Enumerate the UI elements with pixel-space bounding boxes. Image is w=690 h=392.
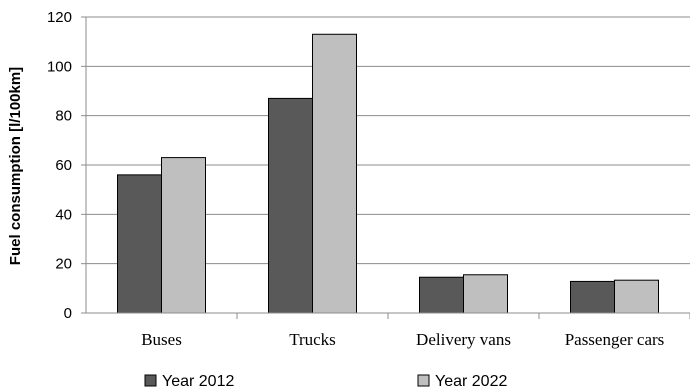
y-tick-label: 0 xyxy=(64,305,72,322)
x-category-label: Delivery vans xyxy=(416,330,511,349)
y-tick-label: 100 xyxy=(47,58,72,75)
y-tick-label: 40 xyxy=(55,206,72,223)
legend-swatch xyxy=(144,374,157,387)
y-axis-label: Fuel consumption [l/100km] xyxy=(7,67,24,265)
bar-delivery-vans-series-2 xyxy=(463,274,508,314)
bar-passenger-cars-series-2 xyxy=(614,279,659,314)
legend-label: Year 2022 xyxy=(435,373,507,390)
legend: Year 2012 Year 2022 xyxy=(144,373,507,390)
bars xyxy=(117,33,659,314)
category-labels: Buses Trucks Delivery vans Passenger cars xyxy=(141,330,664,349)
bar-buses-series-1 xyxy=(117,174,162,314)
bar-delivery-vans-series-1 xyxy=(419,276,464,314)
y-tick-label: 60 xyxy=(55,157,72,174)
x-category-label: Passenger cars xyxy=(565,330,665,349)
y-tick-label: 80 xyxy=(55,108,72,125)
bar-trucks-series-1 xyxy=(268,97,313,314)
y-tick-label: 20 xyxy=(55,256,72,273)
y-tick-labels: 0 20 40 60 80 100 120 xyxy=(47,9,72,322)
bar-trucks-series-2 xyxy=(312,33,357,314)
x-category-label: Buses xyxy=(141,330,182,349)
legend-label: Year 2012 xyxy=(162,373,234,390)
y-tick-label: 120 xyxy=(47,9,72,26)
legend-swatch xyxy=(417,374,430,387)
axes xyxy=(81,16,690,319)
bar-passenger-cars-series-1 xyxy=(570,280,615,314)
bar-buses-series-2 xyxy=(161,157,206,314)
x-category-label: Trucks xyxy=(289,330,336,349)
